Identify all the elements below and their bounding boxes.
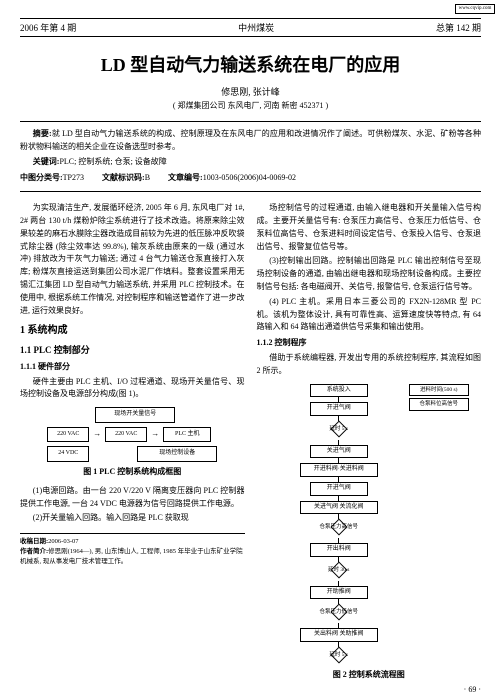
header-center: 中州煤炭 (238, 21, 274, 34)
authors: 修思刚, 张计峰 (20, 85, 481, 98)
footnote: 收稿日期:2006-03-07 作者简介:修思刚(1964—), 男, 山东博山… (20, 533, 245, 566)
cls-value: TP273 (63, 173, 84, 182)
cls-label: 中图分类号: (20, 173, 63, 182)
bio-label: 作者简介: (20, 548, 48, 555)
watermark-box: www.cqvip.com (455, 4, 495, 14)
keywords-label: 关键词: (33, 157, 60, 166)
body-columns: 为实现清洁生产, 发展循环经济, 2005 年 6 月, 东风电厂对 1#, 2… (20, 202, 481, 688)
page-number: · 69 · (464, 685, 481, 694)
keywords-text: PLC; 控制系统; 仓泵; 设备故障 (59, 157, 166, 166)
doc-value: B (145, 173, 150, 182)
page: www.cqvip.com 2006 年第 4 期 中州煤炭 总第 142 期 … (0, 0, 501, 700)
r-p1: 场控制信号的过程通道, 由输入继电器和开关量输入信号构成。主要开关量信号有: 仓… (257, 202, 482, 253)
intro-p1: 为实现清洁生产, 发展循环经济, 2005 年 6 月, 东风电厂对 1#, 2… (20, 202, 245, 317)
abstract-label: 摘要: (33, 129, 52, 138)
header-right: 总第 142 期 (436, 21, 481, 34)
flow-node: 开进气阀 (310, 482, 368, 496)
flow-node: 系统投入 (310, 384, 368, 398)
fig1-box-signal: 现场开关量信号 (95, 407, 175, 423)
fig1-box-220a: 220 VAC (47, 427, 89, 443)
figure-2: 系统投入 开进气阀 延时 5 s 关进气阀 开进料阀·关进料阀 开进气阀 (257, 384, 482, 682)
flow-node: 开助推阀 (310, 586, 368, 600)
header-left: 2006 年第 4 期 (20, 21, 76, 34)
doc-label: 文献标识码: (102, 173, 145, 182)
flow-node: 关进气阀 关流化阀 (300, 501, 378, 515)
heading-1-1-2: 1.1.2 控制程序 (257, 337, 482, 350)
arrow-icon: → (151, 428, 159, 441)
flow-node: 开进料阀·关进料阀 (300, 463, 378, 477)
flow-node: 开进气阀 (310, 402, 368, 416)
right-column: 场控制信号的过程通道, 由输入继电器和开关量输入信号构成。主要开关量信号有: 仓… (257, 202, 482, 688)
fig1-box-220b: 220 VAC (105, 427, 147, 443)
arrow-icon: → (93, 428, 101, 441)
flow-node: 开出料阀 (310, 543, 368, 557)
flow-decision: 延时 5 s (309, 649, 369, 665)
flow-decision: 延时 5 s (309, 423, 369, 439)
abstract-block: 摘要:就 LD 型自动气力输送系统的构成、控制原理及在东风电厂的应用和改进情况作… (20, 121, 481, 192)
abstract-text: 就 LD 型自动气力输送系统的构成、控制原理及在东风电厂的应用和改进情况作了阐述… (20, 129, 481, 151)
flow-node: 关进气阀 (310, 445, 368, 459)
hw-p1: 硬件主要由 PLC 主机、I/O 过程通道、现场开关量信号、现场控制设备及电源部… (20, 376, 245, 402)
flow-side-node: 仓泵料位高信号 (409, 398, 469, 411)
flow-decision: 仓泵压力低信号 (309, 606, 369, 622)
r-p4: 借助于系统编程器, 开发出专用的系统控制程序, 其流程如图 2 所示。 (257, 352, 482, 378)
affiliation: ( 郑煤集团公司 东风电厂, 河南 新密 452371 ) (20, 100, 481, 111)
flow-side-node: 进料时间(500 s) (409, 384, 469, 397)
figure-1: 现场开关量信号 220 VAC → 220 VAC → PLC 主机 24 VD… (20, 407, 245, 479)
fig1-caption: 图 1 PLC 控制系统构成框图 (20, 466, 245, 479)
r-p2: (3)控制输出回路。控制输出回路是 PLC 输出控制信号至现场控制设备的通道, … (257, 255, 482, 293)
heading-1: 1 系统构成 (20, 323, 245, 339)
hw-p2: (1)电源回路。由一台 220 V/220 V 隔离变压器向 PLC 控制器提供… (20, 485, 245, 511)
left-column: 为实现清洁生产, 发展循环经济, 2005 年 6 月, 东风电厂对 1#, 2… (20, 202, 245, 688)
flow-decision: 延时 30 s (309, 564, 369, 580)
rule-mid (20, 36, 481, 37)
flow-decision: 仓泵压力高信号 (309, 521, 369, 537)
heading-1-1: 1.1 PLC 控制部分 (20, 343, 245, 357)
heading-1-1-1: 1.1.1 硬件部分 (20, 361, 245, 374)
running-header: 2006 年第 4 期 中州煤炭 总第 142 期 (20, 19, 481, 36)
bio-text: 修思刚(1964—), 男, 山东博山人, 工程师, 1985 年毕业于山东矿业… (20, 548, 243, 565)
flow-node: 关出料阀 关助推阀 (300, 628, 378, 642)
r-p3: (4) PLC 主机。采用日本三菱公司的 FX2N-128MR 型 PC 机。该… (257, 296, 482, 334)
fig1-box-plc: PLC 主机 (163, 427, 211, 443)
fig1-box-dev: 现场控制设备 (137, 446, 217, 462)
fig1-box-24v: 24 VDC (47, 446, 89, 462)
recv-date: 2006-03-07 (48, 538, 78, 545)
hw-p3: (2)开关量输入回路。输入回路是 PLC 获取现 (20, 512, 245, 525)
recv-date-label: 收稿日期: (20, 538, 48, 545)
article-title: LD 型自动气力输送系统在电厂的应用 (20, 51, 481, 77)
id-value: 1003-0506(2006)04-0069-02 (203, 173, 296, 182)
id-label: 文章编号: (168, 173, 203, 182)
fig2-caption: 图 2 控制系统流程图 (257, 669, 482, 682)
